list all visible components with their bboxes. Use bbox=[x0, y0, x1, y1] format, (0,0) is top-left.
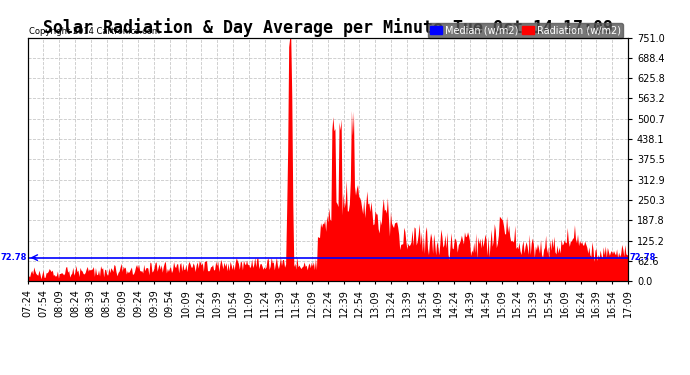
Text: Copyright 2014 Cartronics.com: Copyright 2014 Cartronics.com bbox=[29, 27, 160, 36]
Text: 72.78: 72.78 bbox=[629, 253, 655, 262]
Legend: Median (w/m2), Radiation (w/m2): Median (w/m2), Radiation (w/m2) bbox=[428, 23, 623, 38]
Title: Solar Radiation & Day Average per Minute Tue Oct 14 17:09: Solar Radiation & Day Average per Minute… bbox=[43, 18, 613, 38]
Text: 72.78: 72.78 bbox=[0, 253, 26, 262]
